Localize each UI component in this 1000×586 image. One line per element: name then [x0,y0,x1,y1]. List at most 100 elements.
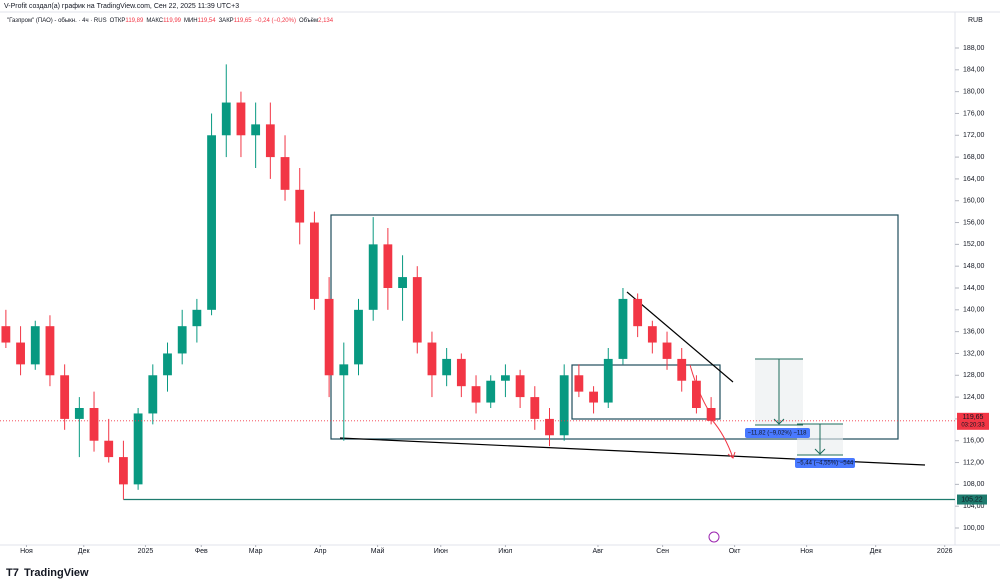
candle-body [119,457,128,485]
last-price-label: 119,65 [963,414,984,421]
candle-body [456,358,466,387]
legend-item: −0,24 (−0,20%) [255,18,296,24]
y-tick-label: 156,00 [963,219,985,226]
candle-body [280,157,290,190]
candle-body [1,326,11,343]
candle-body [398,277,407,288]
candle-body [16,342,25,365]
candle-body [427,342,437,376]
candle-body [30,326,40,365]
measure-arrow [814,448,826,455]
forecast-arrow [711,419,734,459]
credit: V-Profit создал(а) график на TradingView… [4,3,239,10]
candle-body [177,326,187,354]
y-tick-label: 128,00 [963,372,985,379]
y-tick-label: 112,00 [963,459,984,466]
x-tick-label: Фев [195,548,208,555]
x-tick-label: 2026 [937,548,953,555]
candle-body [574,375,584,392]
candle-body [45,326,55,376]
candle-body [295,189,305,223]
candle-body [163,353,172,376]
candle-body [354,309,363,365]
candle-body [89,408,99,441]
legend-text: "Газпром" (ПАО) - обыкн. · 4ч · RUS ОТКР1… [7,18,334,24]
candle-body [192,309,202,327]
candle-body [368,244,378,310]
candle-body [251,124,261,136]
x-tick-label: Июн [434,548,448,555]
event-icon[interactable] [708,531,720,543]
y-tick-label: 180,00 [963,88,985,95]
candle-body [501,375,510,381]
logo: TradingView [24,567,89,579]
candle-body [339,364,349,376]
x-tick-label: Ноя [800,548,813,555]
range-box [571,364,721,420]
candle-body [324,298,334,376]
candle-body [706,408,716,421]
measure-arrows [755,358,843,456]
legend-item: 119,99 [163,18,182,24]
trend-line [626,291,734,383]
x-tick-label: Июл [498,548,512,555]
y-tick-label: 144,00 [963,285,985,292]
y-tick-label: 100,00 [963,525,985,532]
candle-body [74,408,84,419]
candle-body [207,135,216,310]
x-tick-label: Май [371,547,385,555]
candle-body [633,298,643,327]
plot [0,64,955,501]
candle-body [310,222,319,299]
measure-label-box [795,458,855,468]
candle-body [677,358,687,381]
forecast-arrow [727,451,736,459]
candle-body [412,277,422,343]
y-tick-label: 160,00 [963,198,985,205]
candle-body [442,358,452,376]
legend-item: МИН [184,18,198,24]
currency: RUB [968,17,983,24]
candle-body [692,380,701,408]
candle-body [545,418,554,436]
candle-body [60,375,70,419]
candle-body [647,326,657,343]
y-tick-label: 104,00 [963,503,985,510]
candle-body [221,102,231,136]
candle-body [662,342,672,359]
x-tick-label: Дек [78,548,91,555]
y-tick-label: 140,00 [963,307,985,314]
y-tick-label: 188,00 [963,45,985,52]
x-tick-label: Авг [593,548,604,555]
x-tick-label: Мар [249,548,263,555]
candle-body [589,391,598,403]
legend-item: ЗАКР [219,18,234,24]
candle-body [530,397,540,419]
candle-body [133,413,143,485]
y-tick-label: 132,00 [963,350,985,357]
measure-arrow [773,418,785,425]
legend-item: Объём [299,18,318,24]
legend: "Газпром" (ПАО) - обыкн. · 4ч · RUS ОТКР1… [7,18,334,24]
candle-body [104,440,114,458]
y-tick-label: 116,00 [963,438,984,445]
candle-body [618,298,628,359]
y-tick-label: 152,00 [963,241,985,248]
last-price-box [957,412,989,430]
measure-label: −5,44 (−4,55%) −544 [797,461,854,467]
legend-item: ОТКР [110,18,126,24]
candle-body [383,244,393,288]
candle-body [265,124,275,158]
x-tick-label: Ноя [20,548,33,555]
support-label: 105,22 [961,496,983,503]
countdown: 03:20:33 [961,422,985,428]
candle-body [486,380,496,403]
y-tick-label: 148,00 [963,263,985,270]
y-tick-label: 124,00 [963,394,985,401]
y-tick-label: 172,00 [963,132,985,139]
measure-label: −11,82 (−9,02%) −118 [748,431,808,437]
legend-item: МАКС [146,18,163,24]
y-tick-label: 184,00 [963,67,985,74]
